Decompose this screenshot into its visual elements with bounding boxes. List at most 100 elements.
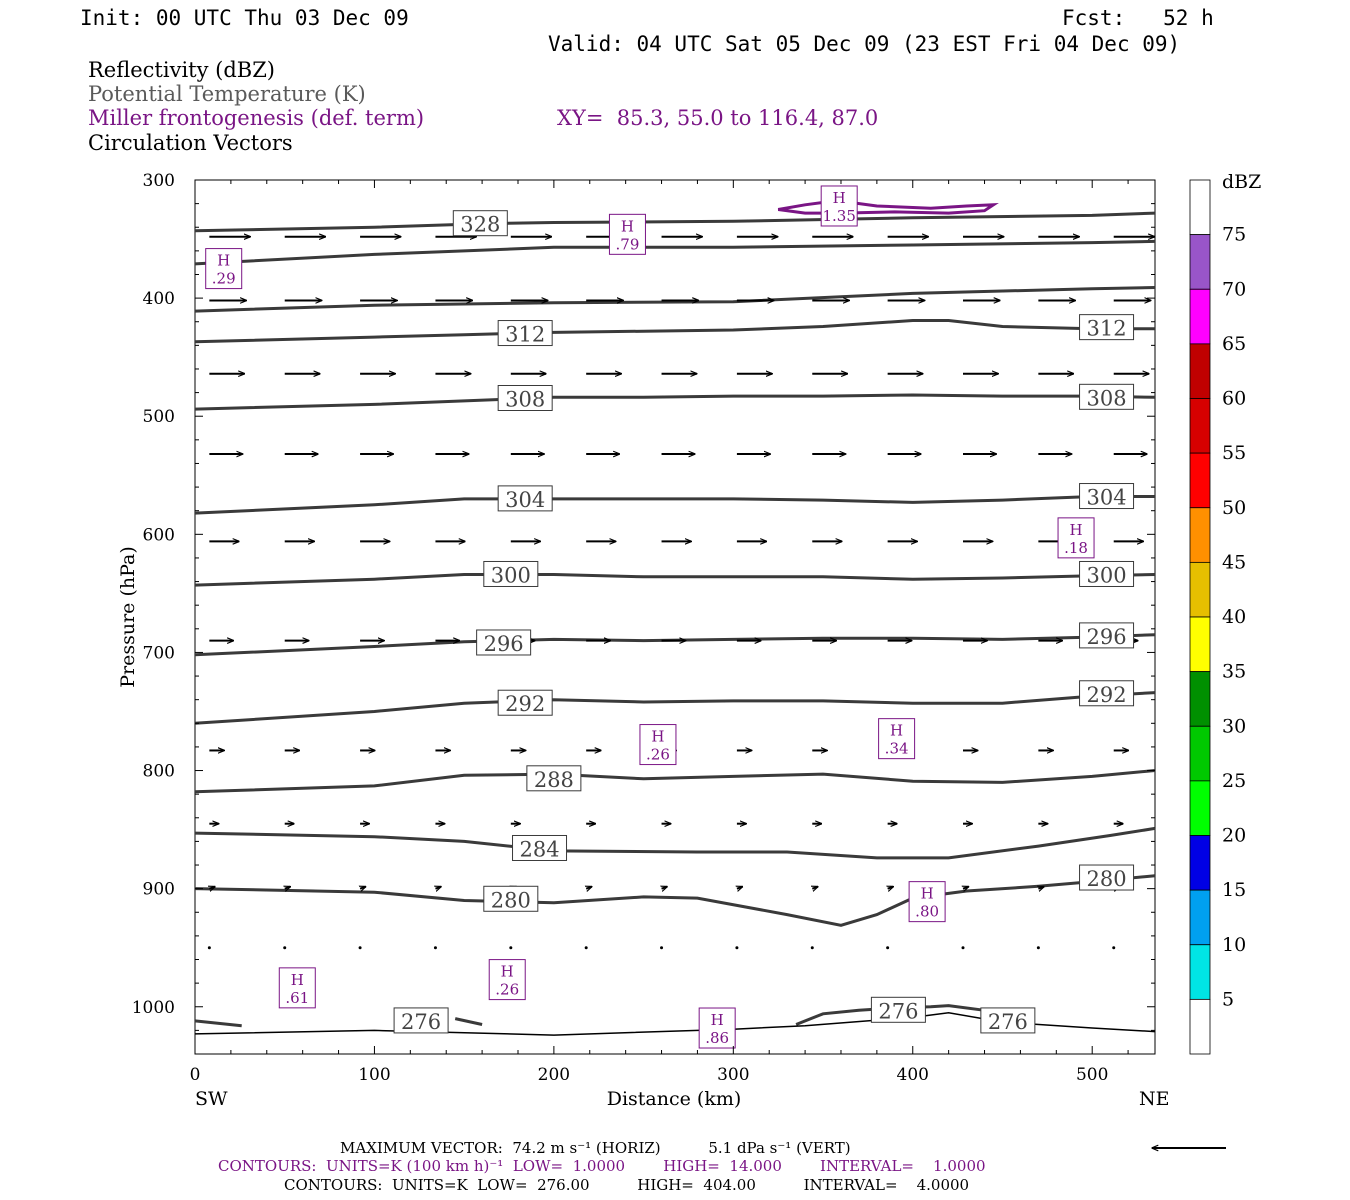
colorbar-segment bbox=[1189, 671, 1211, 727]
y-tick-label: 900 bbox=[143, 880, 175, 900]
theta-contour-292 bbox=[194, 691, 1156, 725]
colorbar-label: 20 bbox=[1222, 825, 1246, 847]
y-tick-label: 800 bbox=[143, 762, 175, 782]
circulation-vectors bbox=[207, 237, 1155, 950]
x-tick-label: 100 bbox=[358, 1065, 390, 1085]
colorbar-segment bbox=[1189, 288, 1211, 345]
circulation-vector bbox=[209, 887, 215, 889]
vector-dot bbox=[660, 946, 664, 950]
fronto-max-box bbox=[878, 718, 916, 760]
colorbar-segment bbox=[1189, 998, 1211, 1055]
theta-label-box bbox=[497, 320, 553, 347]
theta-label: 304 bbox=[505, 488, 545, 512]
fronto-max-value: 1.35 bbox=[822, 207, 855, 225]
theta-label-box bbox=[1079, 314, 1135, 341]
init-time: Init: 00 UTC Thu 03 Dec 09 bbox=[80, 6, 409, 30]
colorbar-label: 30 bbox=[1222, 715, 1246, 737]
theta-label: 292 bbox=[1087, 683, 1127, 707]
circulation-vector bbox=[812, 887, 818, 889]
theta-contour-328 bbox=[194, 211, 1156, 233]
colorbar-segment bbox=[1189, 179, 1211, 236]
vector-dot bbox=[886, 946, 890, 950]
colorbar-segment bbox=[1189, 507, 1211, 563]
fronto-max-value: .18 bbox=[1064, 539, 1088, 557]
surface-pressure-line bbox=[194, 1011, 1156, 1036]
fronto-max-h: H bbox=[1069, 521, 1082, 539]
colorbar-segment bbox=[1189, 780, 1211, 836]
theta-contour-312 bbox=[194, 319, 1155, 344]
vector-dot bbox=[810, 946, 814, 950]
colorbar-label: 65 bbox=[1222, 333, 1246, 355]
theta-label: 312 bbox=[1087, 317, 1127, 341]
field-vectors: Circulation Vectors bbox=[88, 131, 293, 155]
circulation-vector bbox=[888, 887, 894, 889]
theta-contour-300 bbox=[194, 573, 1156, 587]
fronto-max-box bbox=[698, 1007, 736, 1049]
theta-contours bbox=[194, 211, 1156, 1036]
colorbar-title: dBZ bbox=[1222, 171, 1261, 193]
fronto-max-box bbox=[639, 724, 677, 766]
x-end-label-ne: NE bbox=[1139, 1088, 1170, 1110]
y-tick-label: 600 bbox=[143, 525, 175, 545]
theta-label-box bbox=[870, 996, 926, 1023]
theta-label-box bbox=[980, 1007, 1036, 1034]
theta-contour-284 bbox=[194, 826, 1156, 860]
circulation-vector bbox=[737, 887, 743, 889]
theta-label: 280 bbox=[1087, 867, 1127, 891]
fronto-max-box bbox=[205, 248, 243, 290]
theta-label-box bbox=[452, 210, 508, 237]
fronto-max-value: .86 bbox=[705, 1029, 729, 1047]
colorbar-segment bbox=[1189, 561, 1211, 618]
fronto-max-value: .34 bbox=[885, 740, 909, 758]
vector-dot bbox=[1036, 946, 1040, 950]
x-tick-label: 0 bbox=[190, 1065, 201, 1085]
circulation-vector bbox=[360, 887, 366, 889]
circulation-vector bbox=[586, 887, 592, 889]
circulation-vector bbox=[662, 887, 668, 889]
theta-label: 280 bbox=[491, 888, 531, 912]
colorbar-label: 40 bbox=[1222, 606, 1246, 628]
colorbar-segment bbox=[1189, 398, 1211, 454]
valid-time: Valid: 04 UTC Sat 05 Dec 09 (23 EST Fri … bbox=[548, 32, 1181, 56]
theta-label-box bbox=[526, 765, 582, 792]
colorbar-label: 45 bbox=[1222, 551, 1246, 573]
fronto-max-h: H bbox=[890, 722, 903, 740]
theta-label: 300 bbox=[1087, 563, 1127, 587]
colorbar-label: 5 bbox=[1222, 988, 1234, 1010]
fronto-max-h: H bbox=[291, 971, 304, 989]
colorbar-label: 50 bbox=[1222, 497, 1246, 519]
y-tick-label: 700 bbox=[143, 643, 175, 663]
fronto-max-value: .80 bbox=[915, 903, 939, 921]
theta-label-box bbox=[1079, 622, 1135, 649]
colorbar-segment bbox=[1189, 234, 1211, 290]
fronto-max-value: .26 bbox=[495, 981, 519, 999]
theta-label-box bbox=[1079, 680, 1135, 707]
colorbar-segment bbox=[1189, 725, 1211, 782]
theta-label: 276 bbox=[878, 999, 918, 1023]
fronto-max-value: .29 bbox=[212, 270, 236, 288]
y-tick-label: 400 bbox=[143, 289, 175, 309]
fronto-contour bbox=[777, 199, 999, 215]
plot-frame bbox=[194, 179, 1156, 1055]
y-tick-label: 1000 bbox=[132, 998, 175, 1018]
theta-label: 288 bbox=[534, 768, 574, 792]
colorbar-label: 55 bbox=[1222, 442, 1246, 464]
x-tick-label: 500 bbox=[1076, 1065, 1108, 1085]
vector-dot bbox=[735, 946, 739, 950]
cross-section-coords: XY= 85.3, 55.0 to 116.4, 87.0 bbox=[557, 106, 879, 130]
theta-contour-276 bbox=[194, 1019, 242, 1028]
vector-dot bbox=[358, 946, 362, 950]
theta-contour-304 bbox=[194, 495, 1155, 515]
fronto-max-box bbox=[1057, 517, 1095, 559]
colorbar-segment bbox=[1189, 889, 1211, 946]
fronto-max-h: H bbox=[651, 728, 664, 746]
x-tick-label: 400 bbox=[897, 1065, 929, 1085]
x-tick-label: 200 bbox=[538, 1065, 570, 1085]
x-tick-label: 300 bbox=[717, 1065, 749, 1085]
colorbar-segment bbox=[1189, 452, 1211, 509]
theta-contour-unlabeled_a bbox=[194, 286, 1156, 313]
vector-dot bbox=[961, 946, 965, 950]
colorbar-label: 10 bbox=[1222, 934, 1246, 956]
colorbar-label: 75 bbox=[1222, 224, 1246, 246]
